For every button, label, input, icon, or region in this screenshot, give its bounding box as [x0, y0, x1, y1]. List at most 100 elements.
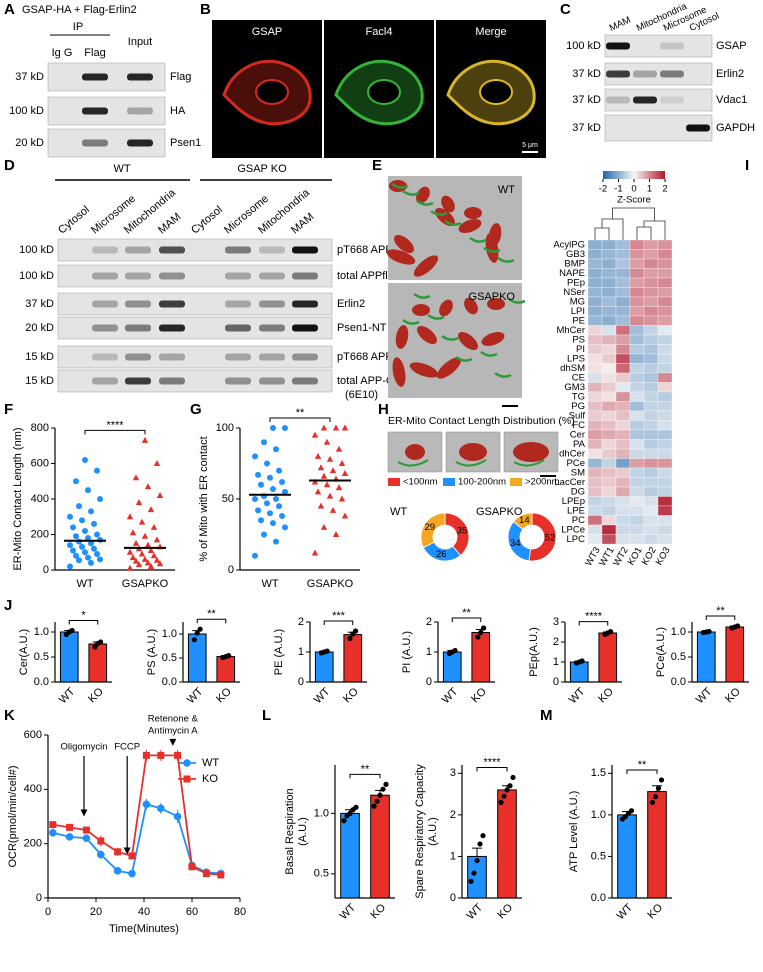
- heatmap-cell: [601, 287, 617, 298]
- mitochondrion: [441, 195, 455, 213]
- heatmap-cell: [657, 391, 673, 402]
- y-tick-label: 1.0: [314, 807, 329, 819]
- blot-band: [92, 300, 118, 308]
- data-point: [126, 513, 134, 520]
- panel-letter: L: [262, 707, 271, 724]
- bar: [497, 789, 517, 899]
- data-point: [79, 543, 85, 550]
- data-point: [197, 626, 203, 632]
- heatmap-cell: [587, 334, 603, 345]
- y-tick-label: 1: [298, 646, 304, 658]
- data-point: [504, 787, 510, 793]
- data-point: [49, 821, 57, 829]
- input-label: Input: [128, 36, 152, 48]
- data-point: [91, 520, 97, 527]
- heatmap-cell: [657, 477, 673, 488]
- row-label: Sulf: [569, 410, 586, 421]
- data-point: [217, 871, 225, 879]
- heatmap-cell: [629, 258, 645, 269]
- heatmap-cell: [587, 467, 603, 478]
- row-label: NAPE: [559, 268, 585, 279]
- x-axis-label: Time(Minutes): [109, 923, 179, 935]
- bar: [598, 632, 618, 683]
- heatmap-cell: [601, 268, 617, 279]
- blot-band: [127, 73, 153, 81]
- data-point: [311, 431, 319, 438]
- mitochondrion: [417, 326, 437, 344]
- data-point: [501, 793, 507, 799]
- row-label: PEp: [567, 277, 585, 288]
- data-point: [317, 502, 325, 509]
- y-tick-label: 0.0: [591, 892, 606, 904]
- mitochondrion: [481, 332, 505, 346]
- heatmap-cell: [601, 439, 617, 450]
- heatmap-cell: [601, 382, 617, 393]
- x-tick-label: WT: [615, 901, 636, 922]
- significance-bracket: [68, 620, 99, 625]
- x-tick-label: KO: [368, 901, 388, 921]
- er-contact: [508, 297, 526, 304]
- heatmap-cell: [615, 420, 631, 431]
- heatmap-cell: [587, 429, 603, 440]
- blot-strip: [604, 62, 713, 86]
- data-point: [65, 833, 74, 841]
- heatmap-cell: [657, 524, 673, 535]
- data-point: [341, 818, 347, 824]
- heatmap-cell: [615, 410, 631, 421]
- blot-band: [92, 246, 118, 254]
- data-point: [82, 549, 88, 556]
- x-tick-label: WT: [465, 901, 486, 922]
- mw-marker: 37 kD: [25, 298, 54, 310]
- heatmap-cell: [601, 534, 617, 545]
- blot-band: [159, 324, 185, 332]
- data-point: [138, 518, 146, 525]
- data-point: [261, 531, 267, 538]
- data-point: [82, 527, 88, 534]
- mitochondrion: [413, 255, 439, 277]
- data-point: [66, 823, 74, 831]
- er-contact: [397, 459, 429, 467]
- y-tick-label: 3: [450, 767, 456, 779]
- row-label: BMP: [564, 258, 585, 269]
- data-point: [261, 439, 267, 446]
- blot-band: [259, 377, 285, 385]
- heatmap-cell: [629, 315, 645, 326]
- y-tick-label: 1.5: [591, 767, 606, 779]
- channel-label: GSAP: [252, 26, 283, 38]
- row-label: CE: [572, 372, 585, 383]
- blot-band: [125, 353, 151, 361]
- data-point: [332, 531, 340, 537]
- data-point: [191, 637, 197, 643]
- heatmap-cell: [629, 505, 645, 516]
- blot-band: [127, 107, 153, 115]
- data-point: [173, 812, 182, 821]
- heatmap-cell: [643, 534, 659, 545]
- heatmap-cell: [657, 467, 673, 478]
- heatmap-cell: [587, 382, 603, 393]
- row-label: PCe: [567, 458, 585, 469]
- y-axis-label: PI (A.U.): [401, 631, 413, 673]
- colorbar-tick-label: -2: [599, 184, 607, 195]
- bar: [569, 661, 589, 683]
- x-tick-label: 20: [90, 906, 102, 918]
- y-tick-label: 400: [24, 783, 42, 795]
- heatmap-cell: [643, 429, 659, 440]
- bar: [725, 626, 745, 683]
- annotation: Antimycin A: [148, 726, 198, 737]
- row-label: LPI: [571, 306, 585, 317]
- annotation: Oligomycin: [61, 742, 108, 753]
- er-contact: [497, 256, 515, 263]
- bar: [187, 633, 207, 683]
- heatmap-cell: [601, 315, 617, 326]
- y-tick-label: 2: [553, 636, 559, 648]
- mw-marker: 37 kD: [572, 122, 601, 134]
- legend-label: KO: [202, 773, 218, 785]
- heatmap-cell: [629, 448, 645, 459]
- heatmap-cell: [587, 458, 603, 469]
- heatmap-cell: [587, 277, 603, 288]
- bar: [314, 651, 334, 683]
- data-point: [85, 487, 91, 494]
- data-point: [326, 492, 334, 499]
- blot-band: [92, 324, 118, 332]
- data-point: [477, 841, 483, 847]
